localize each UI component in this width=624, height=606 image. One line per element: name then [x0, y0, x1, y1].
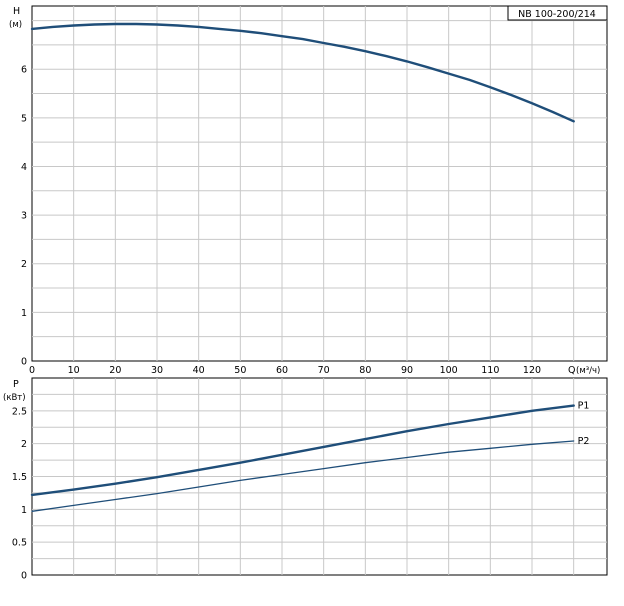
flow-x-tick-label: 40: [193, 365, 205, 376]
model-title-box: [507, 5, 608, 21]
flow-x-tick-label: 120: [523, 365, 541, 376]
head-y-tick-label: 0: [21, 357, 27, 368]
power-legend-p2: P2: [578, 436, 590, 447]
power-legend-p1: P1: [578, 401, 590, 412]
flow-x-tick-label: 110: [481, 365, 499, 376]
head-y-tick-label: 5: [21, 113, 27, 124]
flow-x-tick-label: 100: [440, 365, 458, 376]
flow-x-tick-label: 20: [109, 365, 121, 376]
head-plot-frame: [31, 5, 608, 362]
head-y-axis-label: H: [13, 6, 20, 17]
flow-x-tick-label: 70: [318, 365, 330, 376]
head-y-tick-label: 2: [21, 259, 27, 270]
flow-x-tick-label: 90: [401, 365, 413, 376]
head-y-axis-unit: (м): [9, 20, 22, 30]
power-y-tick-labels: 0 0.5 1 1.5 2 2.5: [12, 406, 27, 581]
flow-x-tick-label: 80: [359, 365, 371, 376]
power-y-tick-label: 1: [21, 505, 27, 516]
head-y-tick-label: 6: [21, 65, 27, 76]
power-curve-p1: [30, 404, 575, 497]
flow-x-axis-label: Q: [568, 365, 575, 376]
power-series: P1 P2: [30, 401, 590, 512]
power-y-axis-unit: (кВт): [3, 393, 26, 403]
power-chart: 0 0.5 1 1.5 2 2.5 P1 P2 P (кВт): [3, 377, 608, 582]
power-y-tick-label: 0.5: [12, 538, 27, 549]
flow-x-tick-label: 50: [234, 365, 246, 376]
flow-x-tick-label: 30: [151, 365, 163, 376]
power-y-axis-label: P: [13, 379, 19, 390]
head-y-tick-labels: 0 1 2 3 4 5 6: [21, 65, 27, 368]
head-y-tick-label: 1: [21, 308, 27, 319]
power-y-tick-label: 0: [21, 571, 27, 582]
flow-x-axis-unit: (м³/ч): [576, 366, 600, 376]
head-y-tick-label: 3: [21, 211, 27, 222]
head-x-tick-labels: 0 10 20 30 40 50 60 70 80 90 100 110 120: [29, 365, 541, 376]
power-curve-p2: [31, 440, 575, 512]
head-grid: [32, 6, 607, 361]
model-title: NB 100-200/214: [518, 9, 596, 20]
flow-x-tick-label: 10: [68, 365, 80, 376]
head-curve-head: [30, 22, 575, 123]
head-chart: 0 1 2 3 4 5 6 0 10 20 30 40 50 60 70 80 90 100 110 120 NB …: [9, 5, 608, 376]
flow-x-tick-label: 0: [29, 365, 35, 376]
power-y-tick-label: 1.5: [12, 472, 27, 483]
power-y-tick-label: 2.5: [12, 406, 27, 417]
head-y-tick-label: 4: [21, 162, 27, 173]
head-series: [30, 22, 575, 123]
power-y-tick-label: 2: [21, 439, 27, 450]
flow-x-tick-label: 60: [276, 365, 288, 376]
